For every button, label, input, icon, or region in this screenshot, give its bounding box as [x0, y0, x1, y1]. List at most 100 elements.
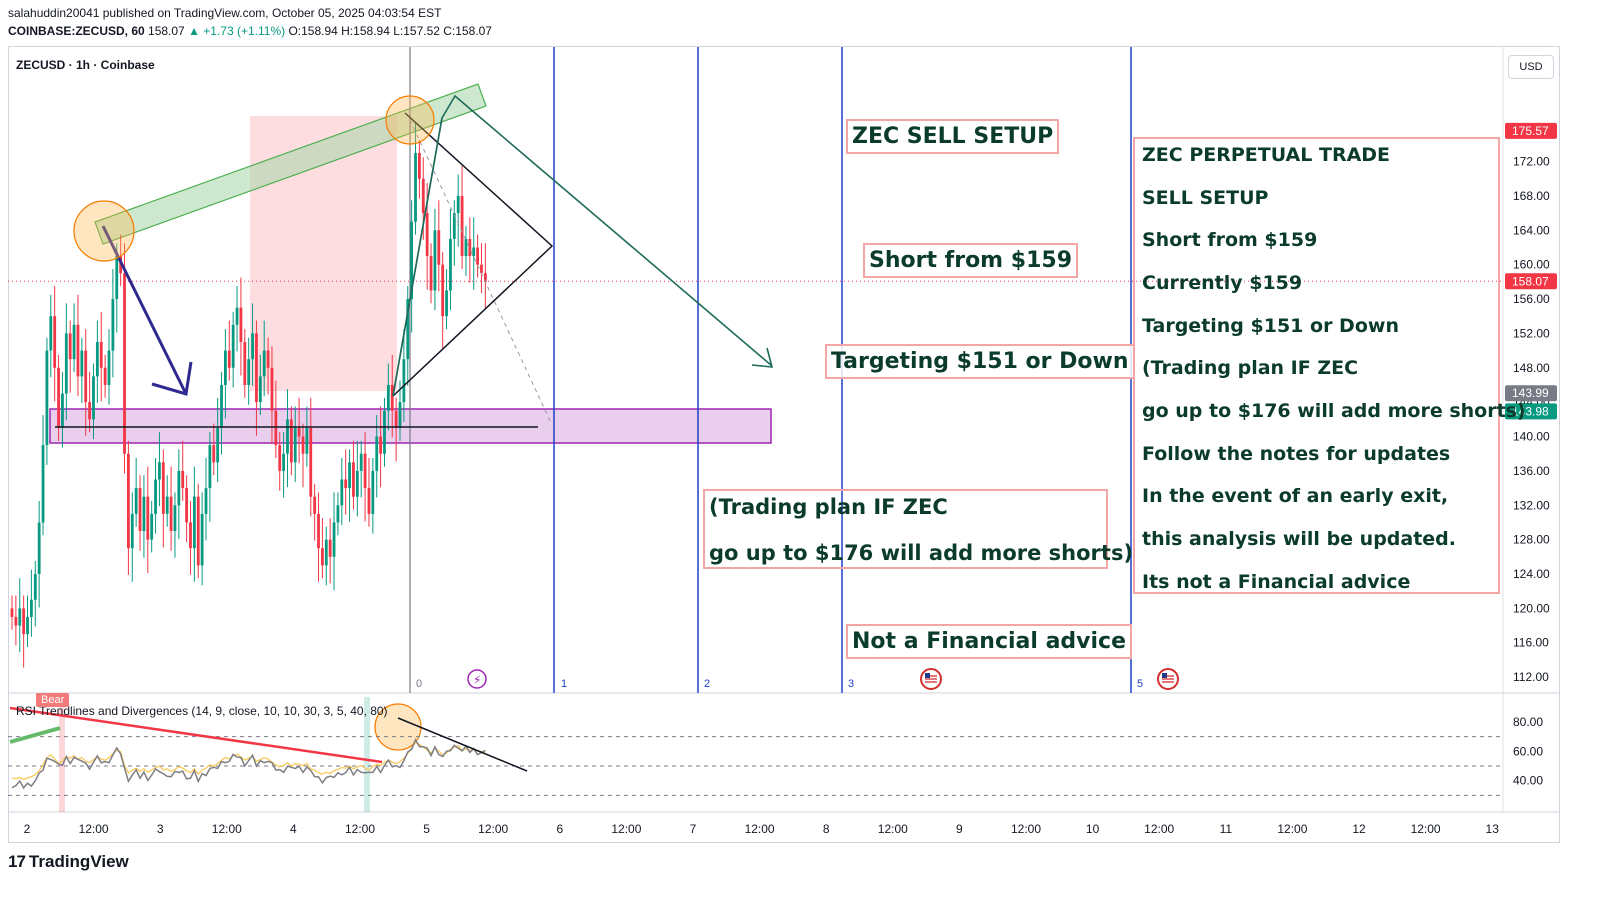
- candle-body: [161, 462, 165, 514]
- candle-body: [418, 152, 421, 179]
- y-tick-label: 124.00: [1513, 567, 1550, 581]
- candle-body: [425, 213, 429, 257]
- note-not-advice[interactable]: Not a Financial advice: [846, 624, 1133, 659]
- symbol-line: COINBASE:ZECUSD, 60 158.07 ▲ +1.73 (+1.1…: [8, 24, 492, 38]
- x-tick-label: 12:00: [878, 822, 908, 836]
- candle-body: [445, 290, 448, 317]
- candle-body: [437, 230, 441, 265]
- candle-body: [480, 264, 483, 274]
- last-price: 158.07: [148, 24, 185, 38]
- y-tick-label: 168.00: [1513, 189, 1550, 203]
- rsi-bear-trendline: [9, 706, 383, 764]
- candle-body: [88, 402, 91, 420]
- rsi-line: [11, 737, 486, 790]
- candle-body: [95, 342, 99, 377]
- candle-body: [158, 462, 161, 480]
- trend-arrow: [392, 94, 773, 397]
- candle-body: [130, 513, 134, 549]
- candle-body: [282, 453, 285, 471]
- y-tick-label: 132.00: [1513, 498, 1550, 512]
- candle-body: [297, 427, 301, 437]
- candle-body: [390, 384, 394, 411]
- candle-body: [173, 505, 177, 532]
- chart-title: ZECUSD · 1h · Coinbase: [16, 58, 155, 72]
- rsi-tick-label: 40.00: [1513, 774, 1543, 788]
- x-tick-label: 12:00: [1144, 822, 1174, 836]
- candle-body: [37, 522, 41, 574]
- candle-body: [317, 513, 320, 549]
- candle-body: [10, 608, 14, 617]
- rising-channel: [94, 83, 487, 245]
- rsi-bull-band: [364, 697, 370, 812]
- candle-body: [363, 453, 367, 489]
- candle-body: [433, 230, 437, 291]
- price-tag-label: 158.07: [1512, 274, 1549, 288]
- bar-number: 2: [704, 678, 710, 690]
- candle-body: [208, 445, 212, 489]
- candle-body: [449, 238, 452, 291]
- candle-body: [243, 342, 247, 385]
- price-change: ▲ +1.73 (+1.11%): [188, 24, 286, 38]
- candle-body: [383, 410, 386, 454]
- note-targeting[interactable]: Targeting $151 or Down: [825, 344, 1135, 379]
- candle-body: [421, 178, 425, 214]
- candle-body: [200, 513, 204, 566]
- lightning-icon: ⚡: [473, 673, 481, 687]
- drop-arrow-head: [151, 361, 193, 396]
- x-tick-label: 12:00: [1411, 822, 1441, 836]
- candle-body: [406, 299, 410, 360]
- tradingview-logo[interactable]: 17 TradingView: [8, 852, 129, 872]
- candle-body: [464, 238, 468, 257]
- candle-body: [348, 462, 351, 489]
- rsi-indicator-label[interactable]: RSI Trendlines and Divergences (14, 9, c…: [16, 704, 388, 718]
- x-tick-label: 12:00: [1011, 822, 1041, 836]
- summary-line: ZEC PERPETUAL TRADE: [1142, 144, 1391, 166]
- summary-line: Short from $159: [1142, 229, 1318, 251]
- tradingview-mark-icon: 17: [8, 852, 26, 871]
- bar-number: 0: [416, 678, 422, 690]
- candle-body: [379, 436, 382, 454]
- candle-body: [301, 436, 305, 454]
- candle-body: [142, 496, 146, 532]
- candle-body: [22, 608, 26, 635]
- note-sell-setup[interactable]: ZEC SELL SETUP: [846, 119, 1060, 154]
- candle-body: [204, 488, 208, 514]
- note-trade-summary[interactable]: ZEC PERPETUAL TRADE SELL SETUP Short fro…: [1133, 137, 1526, 594]
- candle-body: [274, 410, 278, 446]
- candle-body: [305, 427, 309, 454]
- candle-body: [332, 522, 336, 557]
- candle-body: [146, 496, 150, 540]
- price-tag: [1505, 273, 1557, 290]
- candle-body: [99, 342, 103, 368]
- x-tick-label: 9: [956, 822, 963, 836]
- chart-frame: [8, 46, 1560, 843]
- candle-body: [235, 307, 239, 325]
- candle-body: [127, 453, 130, 549]
- candle-body: [293, 427, 297, 463]
- summary-line: In the event of an early exit,: [1142, 485, 1449, 507]
- candle-body: [165, 496, 169, 514]
- currency-button[interactable]: USD: [1508, 55, 1554, 79]
- price-tag-label: 143.98: [1512, 404, 1549, 418]
- candle-body: [460, 195, 464, 257]
- candle-body: [258, 376, 262, 403]
- candle-body: [398, 402, 402, 428]
- candle-body: [344, 479, 348, 489]
- bar-number: 3: [848, 678, 854, 690]
- plan-line: (Trading plan IF ZEC: [709, 495, 948, 519]
- y-tick-label: 136.00: [1513, 464, 1550, 478]
- x-tick-label: 13: [1486, 822, 1500, 836]
- note-short-from[interactable]: Short from $159: [863, 243, 1078, 278]
- price-tag: [1505, 385, 1557, 402]
- candle-body: [169, 496, 173, 532]
- candle-body: [41, 445, 45, 523]
- dividend-icon: [467, 669, 487, 689]
- candle-body: [72, 324, 76, 360]
- candle-body: [255, 333, 258, 403]
- candle-body: [483, 273, 487, 282]
- candle-body: [359, 453, 363, 471]
- candle-body: [18, 608, 22, 626]
- note-trading-plan[interactable]: (Trading plan IF ZEC go up to $176 will …: [703, 489, 1133, 569]
- candle-body: [266, 350, 270, 368]
